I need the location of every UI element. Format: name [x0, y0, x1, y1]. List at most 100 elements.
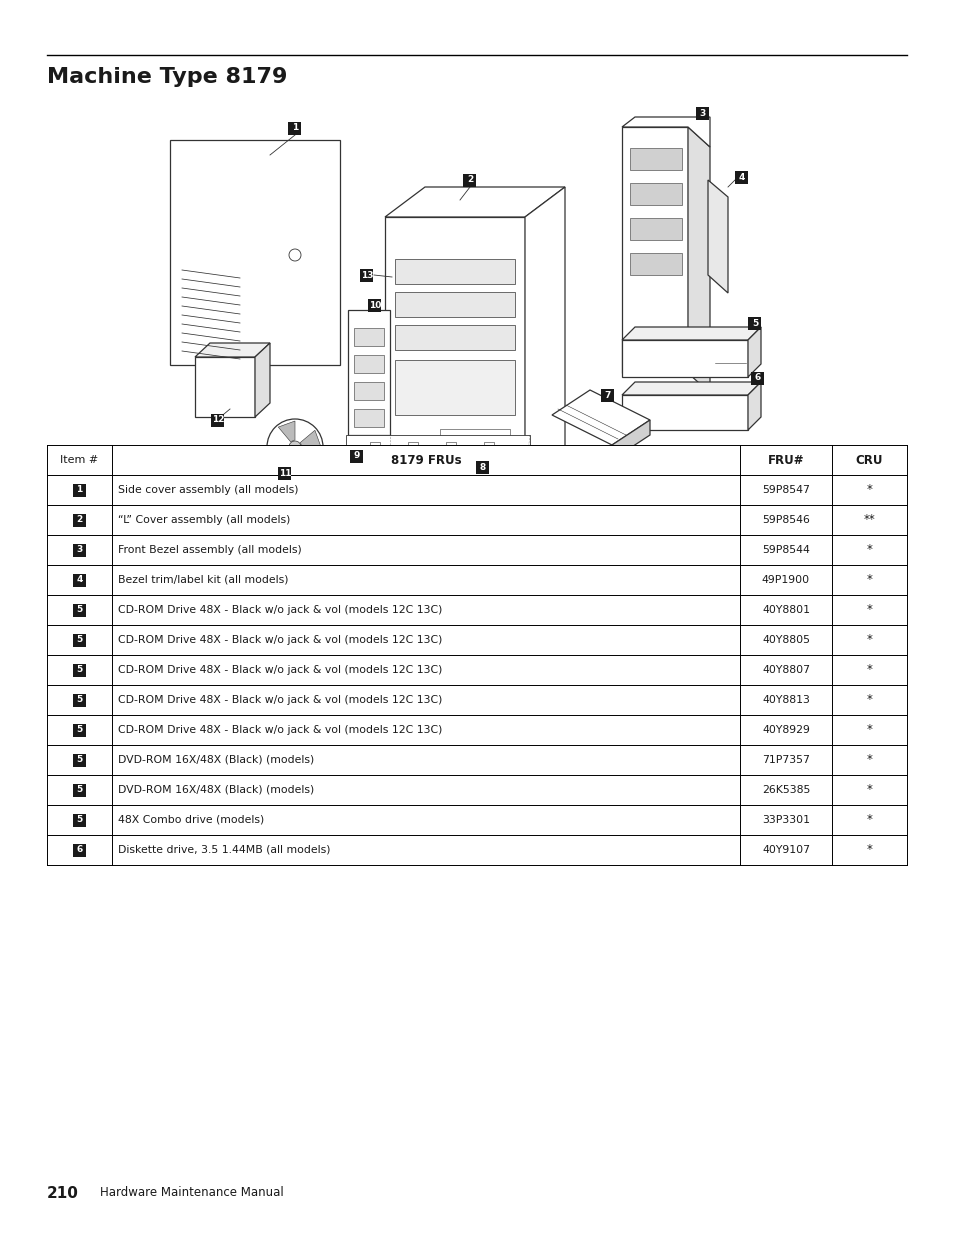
Polygon shape — [194, 357, 254, 417]
Text: *: * — [865, 844, 872, 857]
Text: CD-ROM Drive 48X - Black w/o jack & vol (models 12C 13C): CD-ROM Drive 48X - Black w/o jack & vol … — [118, 635, 442, 645]
FancyBboxPatch shape — [73, 514, 86, 526]
Text: 5: 5 — [76, 815, 83, 825]
Polygon shape — [621, 340, 747, 377]
Bar — [395, 291, 515, 317]
Text: *: * — [865, 783, 872, 797]
FancyBboxPatch shape — [73, 543, 86, 557]
Text: 2: 2 — [466, 175, 473, 184]
Text: Hardware Maintenance Manual: Hardware Maintenance Manual — [100, 1187, 283, 1199]
FancyBboxPatch shape — [360, 268, 374, 282]
Text: 5: 5 — [76, 636, 83, 645]
Text: 1: 1 — [292, 124, 297, 132]
Polygon shape — [254, 343, 270, 417]
Polygon shape — [278, 421, 294, 442]
Text: DVD-ROM 16X/48X (Black) (models): DVD-ROM 16X/48X (Black) (models) — [118, 785, 314, 795]
FancyBboxPatch shape — [278, 467, 292, 479]
Text: *: * — [865, 663, 872, 677]
Bar — [370, 442, 379, 472]
Bar — [47, 685, 906, 715]
Text: *: * — [865, 694, 872, 706]
Bar — [446, 442, 456, 472]
Polygon shape — [707, 180, 727, 293]
Bar — [629, 219, 681, 240]
Text: “L” Cover assembly (all models): “L” Cover assembly (all models) — [118, 515, 290, 525]
Polygon shape — [348, 310, 390, 435]
FancyBboxPatch shape — [288, 121, 301, 135]
Text: 210: 210 — [47, 1186, 79, 1200]
Text: CD-ROM Drive 48X - Black w/o jack & vol (models 12C 13C): CD-ROM Drive 48X - Black w/o jack & vol … — [118, 605, 442, 615]
Text: 13: 13 — [360, 270, 373, 279]
FancyBboxPatch shape — [748, 316, 760, 330]
Polygon shape — [300, 430, 320, 447]
Text: *: * — [865, 814, 872, 826]
FancyBboxPatch shape — [73, 634, 86, 646]
Text: Side cover assembly (all models): Side cover assembly (all models) — [118, 485, 298, 495]
Text: 40Y8801: 40Y8801 — [761, 605, 809, 615]
Bar — [47, 625, 906, 655]
Text: 5: 5 — [76, 725, 83, 735]
Bar — [47, 505, 906, 535]
Polygon shape — [385, 186, 564, 217]
Polygon shape — [269, 447, 290, 463]
Text: 5: 5 — [76, 785, 83, 794]
Text: 2: 2 — [76, 515, 83, 525]
Text: 33P3301: 33P3301 — [761, 815, 809, 825]
Text: 40Y8929: 40Y8929 — [761, 725, 809, 735]
Text: 59P8547: 59P8547 — [761, 485, 809, 495]
Text: 9: 9 — [354, 452, 360, 461]
Text: Machine Type 8179: Machine Type 8179 — [47, 67, 287, 86]
Text: *: * — [865, 753, 872, 767]
FancyBboxPatch shape — [73, 724, 86, 736]
Text: 4: 4 — [76, 576, 83, 584]
Text: Diskette drive, 3.5 1.44MB (all models): Diskette drive, 3.5 1.44MB (all models) — [118, 845, 330, 855]
Text: *: * — [865, 724, 872, 736]
Bar — [47, 445, 906, 475]
Bar — [47, 745, 906, 776]
Bar — [395, 359, 515, 415]
Text: *: * — [865, 483, 872, 496]
Text: 26K5385: 26K5385 — [761, 785, 809, 795]
Text: 10: 10 — [369, 300, 381, 310]
Text: Front Bezel assembly (all models): Front Bezel assembly (all models) — [118, 545, 301, 555]
Circle shape — [289, 441, 301, 453]
FancyBboxPatch shape — [73, 694, 86, 706]
FancyBboxPatch shape — [73, 844, 86, 857]
FancyBboxPatch shape — [73, 663, 86, 677]
Text: 5: 5 — [76, 666, 83, 674]
Bar — [47, 776, 906, 805]
Polygon shape — [621, 382, 760, 395]
FancyBboxPatch shape — [73, 604, 86, 616]
FancyBboxPatch shape — [735, 170, 748, 184]
FancyBboxPatch shape — [751, 372, 763, 384]
Text: 12: 12 — [212, 415, 224, 425]
Bar — [354, 354, 384, 373]
Bar — [629, 253, 681, 275]
Bar — [47, 535, 906, 564]
Text: CD-ROM Drive 48X - Black w/o jack & vol (models 12C 13C): CD-ROM Drive 48X - Black w/o jack & vol … — [118, 725, 442, 735]
Text: 59P8544: 59P8544 — [761, 545, 809, 555]
Text: Item #: Item # — [60, 454, 98, 466]
Text: 40Y8813: 40Y8813 — [761, 695, 809, 705]
Polygon shape — [552, 390, 649, 445]
Text: 1: 1 — [76, 485, 83, 494]
Text: **: ** — [862, 514, 875, 526]
Polygon shape — [294, 452, 312, 473]
Bar — [354, 329, 384, 346]
Polygon shape — [687, 127, 709, 393]
Text: 49P1900: 49P1900 — [761, 576, 809, 585]
Text: *: * — [865, 573, 872, 587]
Bar — [395, 325, 515, 350]
Bar — [395, 259, 515, 284]
Text: 6: 6 — [754, 373, 760, 383]
Bar — [47, 715, 906, 745]
Text: CD-ROM Drive 48X - Black w/o jack & vol (models 12C 13C): CD-ROM Drive 48X - Black w/o jack & vol … — [118, 695, 442, 705]
Text: 8: 8 — [479, 462, 486, 472]
Polygon shape — [170, 140, 339, 366]
Text: CD-ROM Drive 48X - Black w/o jack & vol (models 12C 13C): CD-ROM Drive 48X - Black w/o jack & vol … — [118, 664, 442, 676]
Polygon shape — [621, 327, 760, 340]
FancyBboxPatch shape — [463, 173, 476, 186]
Polygon shape — [621, 395, 747, 430]
Polygon shape — [747, 327, 760, 377]
Text: 6: 6 — [76, 846, 83, 855]
